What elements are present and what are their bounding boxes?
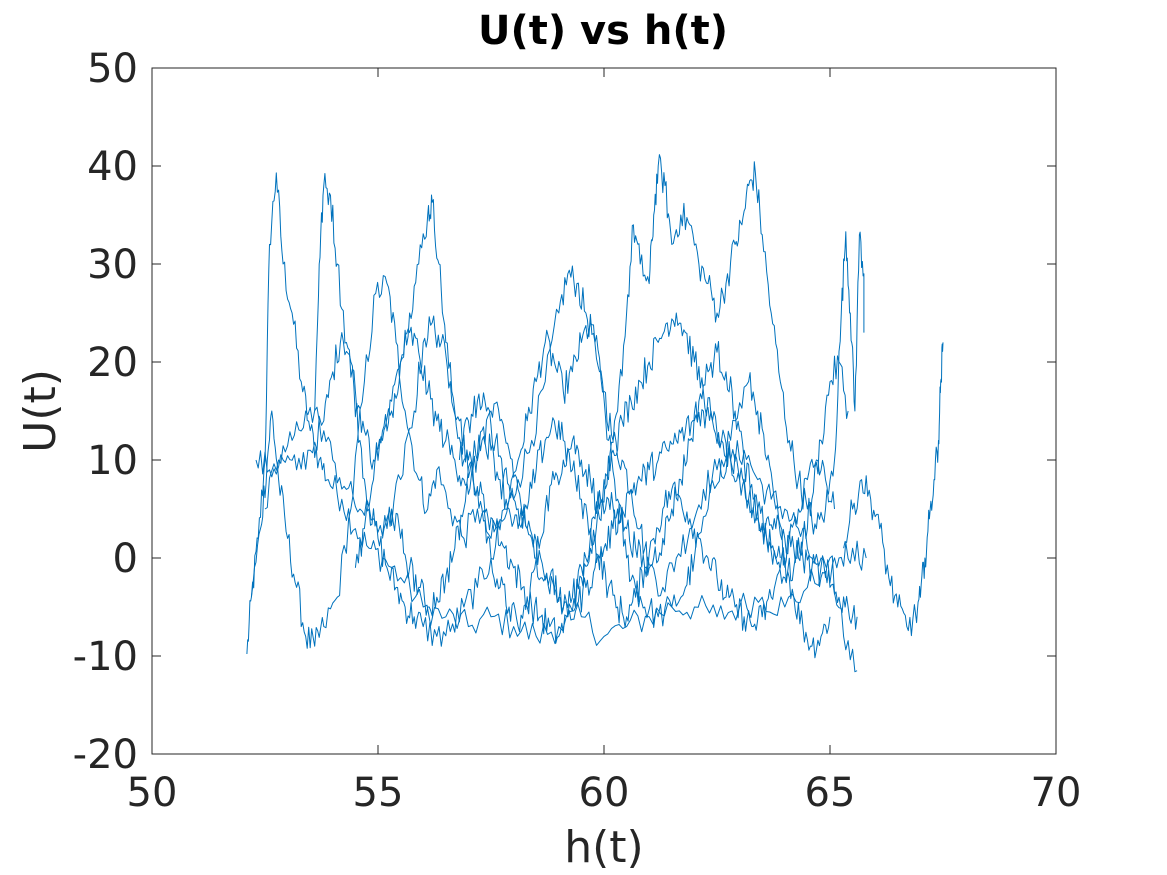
y-tick-label: -10: [73, 634, 138, 680]
x-axis-label: h(t): [564, 822, 643, 873]
series-line-6: [354, 326, 781, 612]
x-tick-label: 65: [805, 770, 856, 816]
y-tick-label: 50: [87, 46, 138, 92]
chart-title: U(t) vs h(t): [478, 8, 728, 54]
y-tick-label: 20: [87, 340, 138, 386]
series-line-9: [843, 342, 944, 637]
series-line-8: [458, 392, 858, 630]
series-line-2: [250, 265, 867, 649]
y-tick-label: 40: [87, 144, 138, 190]
series-layer: [246, 154, 944, 673]
series-line-4: [314, 154, 865, 633]
x-tick-label: 55: [353, 770, 404, 816]
series-line-3: [255, 322, 831, 659]
series-line-1: [246, 172, 858, 673]
y-tick-label: -20: [73, 732, 138, 778]
x-tick-label: 70: [1031, 770, 1082, 816]
y-tick-label: 0: [113, 536, 138, 582]
x-axis: 50 55 60 65 70: [127, 68, 1082, 816]
plot-background: [152, 68, 1056, 754]
y-axis-label: U(t): [15, 369, 66, 453]
series-line-7: [382, 417, 835, 632]
y-axis: -20 -10 0 10 20 30 40 50: [73, 46, 1056, 778]
x-tick-label: 60: [579, 770, 630, 816]
y-tick-label: 10: [87, 438, 138, 484]
plot-area: [151, 67, 1057, 755]
x-tick-label: 50: [127, 770, 178, 816]
y-tick-label: 30: [87, 242, 138, 288]
